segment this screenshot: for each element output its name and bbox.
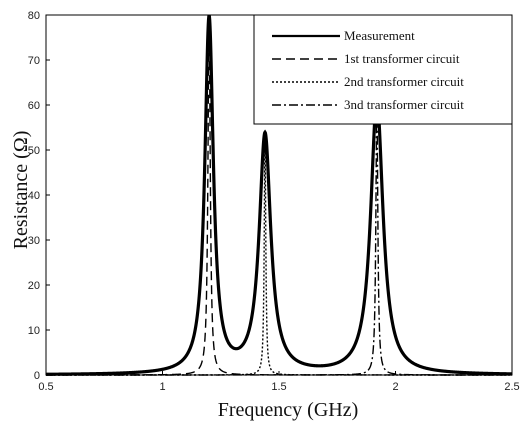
legend-entry-2nd-transformer: 2nd transformer circuit	[272, 74, 464, 89]
series-2nd-transformer-line	[46, 136, 512, 376]
legend-entry-3nd-transformer: 3nd transformer circuit	[272, 97, 464, 112]
legend-label: 2nd transformer circuit	[344, 74, 464, 89]
x-tick-label: 2.5	[504, 381, 519, 393]
legend-box	[253, 14, 513, 125]
y-axis-ticks: 0 10 20 30 40 50 60 70 80	[28, 10, 50, 382]
y-axis-label: Resistance (Ω)	[10, 131, 32, 250]
legend-label: 1st transformer circuit	[344, 51, 460, 66]
legend-label: Measurement	[344, 28, 415, 43]
y-tick-label: 60	[28, 100, 40, 112]
y-tick-label: 40	[28, 190, 40, 202]
x-axis-label: Frequency (GHz)	[218, 399, 359, 421]
y-tick-label: 50	[28, 145, 40, 157]
x-tick-label: 1	[159, 381, 165, 393]
legend-label: 3nd transformer circuit	[344, 97, 464, 112]
legend-entry-measurement: Measurement	[272, 28, 415, 43]
y-tick-label: 0	[34, 370, 40, 382]
x-tick-label: 1.5	[271, 381, 286, 393]
y-tick-label: 10	[28, 325, 40, 337]
y-tick-label: 30	[28, 235, 40, 247]
y-tick-label: 80	[28, 10, 40, 22]
legend-entry-1st-transformer: 1st transformer circuit	[272, 51, 460, 66]
x-tick-label: 2	[392, 381, 398, 393]
x-tick-label: 0.5	[38, 381, 53, 393]
series-3nd-transformer-line	[46, 100, 512, 376]
y-tick-label: 20	[28, 280, 40, 292]
legend: Measurement 1st transformer circuit 2nd tr…	[253, 14, 513, 125]
y-tick-label: 70	[28, 55, 40, 67]
x-axis-ticks: 0.5 1 1.5 2 2.5	[38, 371, 520, 393]
series-measurement-line	[46, 14, 512, 376]
